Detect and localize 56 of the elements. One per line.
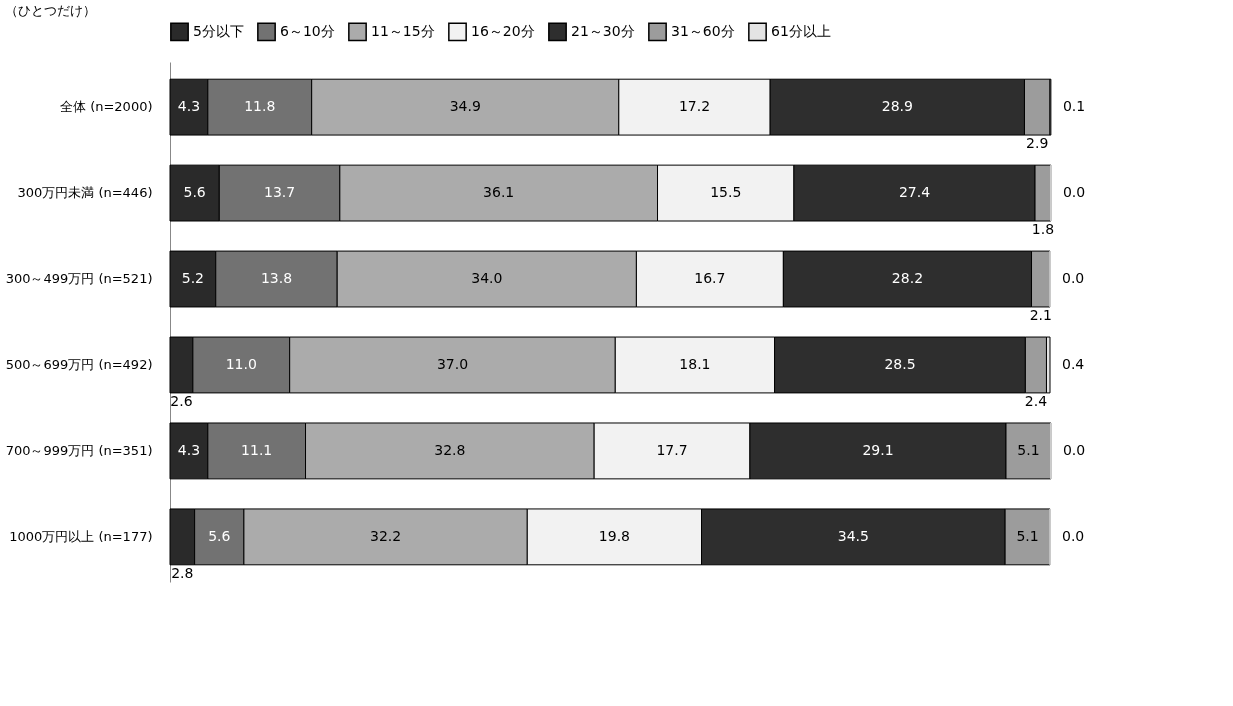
- data-label: 32.2: [370, 527, 402, 544]
- data-label: 28.9: [881, 98, 913, 115]
- data-label: 32.8: [434, 441, 466, 458]
- data-label: 36.1: [483, 184, 515, 201]
- legend-label: 16～20分: [471, 22, 535, 39]
- y-tick-label: 500～699万円 (n=492): [5, 356, 153, 372]
- data-label: 11.8: [244, 98, 276, 115]
- data-label: 17.2: [678, 98, 711, 115]
- data-label: 13.8: [260, 270, 293, 287]
- data-label: 37.0: [436, 355, 469, 372]
- data-label: 27.4: [898, 184, 931, 201]
- data-label: 0.0: [1062, 270, 1085, 287]
- data-label: 2.1: [1029, 307, 1052, 324]
- data-label: 5.6: [183, 184, 206, 201]
- data-label: 0.4: [1062, 355, 1085, 372]
- data-label: 34.0: [471, 270, 503, 287]
- data-label: 17.7: [656, 441, 688, 458]
- data-label: 11.0: [225, 355, 257, 372]
- data-label: 11.1: [241, 441, 273, 458]
- y-tick-label: 1000万円以上 (n=177): [9, 528, 153, 544]
- data-label: 1.8: [1031, 221, 1055, 238]
- data-label: 2.8: [171, 564, 194, 581]
- data-label: 0.1: [1062, 98, 1086, 115]
- y-tick-label: 全体 (n=2000): [60, 99, 153, 115]
- data-label: 15.5: [710, 184, 742, 201]
- y-tick-label: 300～499万円 (n=521): [5, 271, 153, 287]
- legend-label: 61分以上: [771, 22, 831, 39]
- data-label: 5.1: [1017, 441, 1040, 458]
- data-label: 28.2: [891, 270, 924, 287]
- data-label: 5.1: [1016, 527, 1039, 544]
- data-label: 2.6: [170, 392, 193, 409]
- data-label: 5.6: [208, 527, 231, 544]
- data-label: 0.0: [1062, 184, 1086, 201]
- data-label: 18.1: [679, 355, 711, 372]
- data-label: 28.5: [884, 355, 916, 372]
- text: （ひとつだけ）: [5, 3, 97, 18]
- data-label: 29.1: [862, 441, 894, 458]
- legend-label: 11～15分: [371, 22, 435, 39]
- data-label: 0.0: [1062, 441, 1086, 458]
- y-tick-label: 700～999万円 (n=351): [5, 442, 153, 458]
- data-label: 13.7: [263, 184, 296, 201]
- data-label: 2.9: [1026, 135, 1049, 152]
- data-label: 0.0: [1062, 527, 1085, 544]
- legend-label: 6～10分: [280, 22, 335, 39]
- legend-label: 31～60分: [671, 22, 735, 39]
- data-label: 2.4: [1024, 392, 1048, 409]
- data-label: 16.7: [694, 270, 726, 287]
- data-label: 19.8: [598, 527, 630, 544]
- data-label: 5.2: [181, 270, 205, 287]
- data-label: 4.3: [177, 98, 201, 115]
- data-label: 34.9: [449, 98, 481, 115]
- data-label: 4.3: [177, 441, 201, 458]
- y-tick-label: 300万円未満 (n=446): [17, 185, 153, 201]
- legend-label: 21～30分: [571, 22, 635, 39]
- legend-label: 5分以下: [193, 22, 244, 39]
- data-label: 34.5: [837, 527, 869, 544]
